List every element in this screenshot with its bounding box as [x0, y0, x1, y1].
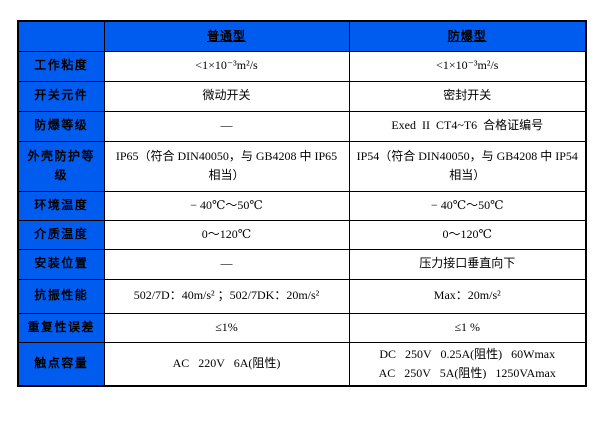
row-label-vibration-resistance: 抗振性能: [17, 278, 105, 314]
header-row: 普通型 防爆型: [17, 20, 587, 52]
cell-repeatability-ordinary: ≤1%: [103, 312, 350, 343]
column-header-ordinary: 普通型: [103, 20, 350, 52]
cell-medium-ordinary: 0～120℃: [103, 219, 350, 250]
row-label-switch-element: 开关元件: [17, 80, 105, 112]
table-row-repeatability-error: 重复性误差 ≤1% ≤1 %: [17, 312, 587, 343]
row-label-repeatability-error: 重复性误差: [17, 312, 105, 343]
cell-protection-explosion: IP54（符合 DIN40050，与 GB4208 中 IP54 相当）: [348, 140, 587, 192]
cell-protection-ordinary: IP65（符合 DIN40050，与 GB4208 中 IP65 相当）: [103, 140, 350, 192]
cell-ambient-explosion: − 40℃～50℃: [348, 190, 587, 221]
cell-contact-explosion: DC 250V 0.25A(阻性) 60Wmax AC 250V 5A(阻性) …: [348, 341, 587, 387]
row-label-contact-capacity: 触点容量: [17, 341, 105, 387]
cell-medium-explosion: 0～120℃: [348, 219, 587, 250]
cell-ambient-ordinary: − 40℃～50℃: [103, 190, 350, 221]
spec-table: 普通型 防爆型 工作粘度 <1×10⁻³m²/s <1×10⁻³m²/s 开关元…: [17, 20, 587, 387]
row-label-medium-temperature: 介质温度: [17, 219, 105, 250]
column-header-explosion: 防爆型: [348, 20, 587, 52]
cell-contact-ordinary: AC 220V 6A(阻性): [103, 341, 350, 387]
table-row-medium-temperature: 介质温度 0～120℃ 0～120℃: [17, 219, 587, 250]
table-row-ambient-temperature: 环境温度 − 40℃～50℃ − 40℃～50℃: [17, 190, 587, 221]
cell-vibration-explosion: Max：20m/s²: [348, 278, 587, 314]
table-row-enclosure-protection: 外壳防护等级 IP65（符合 DIN40050，与 GB4208 中 IP65 …: [17, 140, 587, 192]
row-label-enclosure-protection: 外壳防护等级: [17, 140, 105, 192]
table-row-viscosity: 工作粘度 <1×10⁻³m²/s <1×10⁻³m²/s: [17, 50, 587, 82]
cell-rating-explosion: Exed II CT4~T6 合格证编号: [348, 110, 587, 142]
cell-viscosity-ordinary: <1×10⁻³m²/s: [103, 50, 350, 82]
cell-switch-explosion: 密封开关: [348, 80, 587, 112]
table-row-explosion-rating: 防爆等级 — Exed II CT4~T6 合格证编号: [17, 110, 587, 142]
table-row-contact-capacity: 触点容量 AC 220V 6A(阻性) DC 250V 0.25A(阻性) 60…: [17, 341, 587, 387]
row-label-explosion-rating: 防爆等级: [17, 110, 105, 142]
cell-mounting-explosion: 压力接口垂直向下: [348, 248, 587, 280]
row-label-mounting-position: 安装位置: [17, 248, 105, 280]
cell-viscosity-explosion: <1×10⁻³m²/s: [348, 50, 587, 82]
corner-cell: [17, 20, 105, 52]
row-label-viscosity: 工作粘度: [17, 50, 105, 82]
table-row-vibration-resistance: 抗振性能 502/7D：40m/s² ；502/7DK：20m/s² Max：2…: [17, 278, 587, 314]
cell-repeatability-explosion: ≤1 %: [348, 312, 587, 343]
table-row-switch-element: 开关元件 微动开关 密封开关: [17, 80, 587, 112]
cell-mounting-ordinary: —: [103, 248, 350, 280]
cell-switch-ordinary: 微动开关: [103, 80, 350, 112]
table-row-mounting-position: 安装位置 — 压力接口垂直向下: [17, 248, 587, 280]
cell-vibration-ordinary: 502/7D：40m/s² ；502/7DK：20m/s²: [103, 278, 350, 314]
row-label-ambient-temperature: 环境温度: [17, 190, 105, 221]
cell-rating-ordinary: —: [103, 110, 350, 142]
